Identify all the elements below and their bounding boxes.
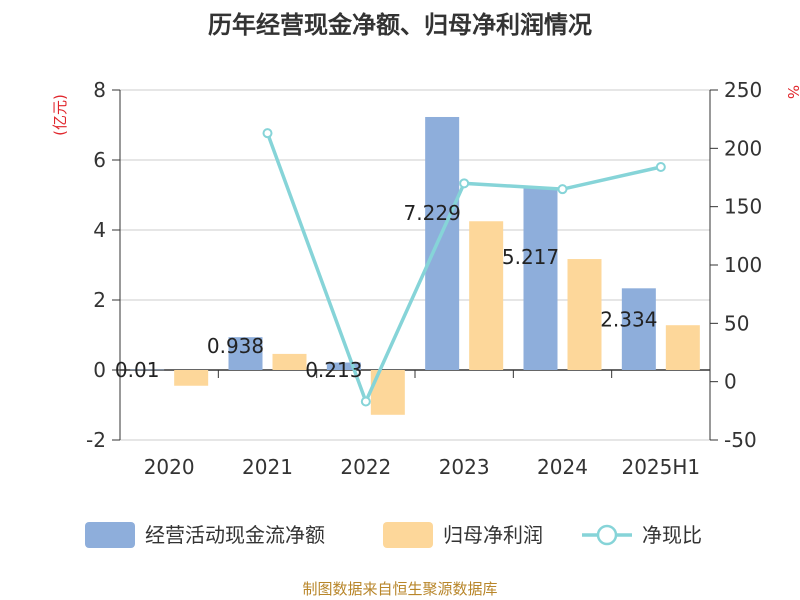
legend: 经营活动现金流净额 归母净利润 净现比 — [85, 522, 702, 548]
bar-data-label: 7.229 — [404, 201, 461, 225]
legend-swatch-marker — [596, 524, 618, 546]
bars — [130, 116, 700, 415]
bar-data-label: 0.01 — [115, 358, 160, 382]
bar — [523, 187, 558, 370]
bar — [621, 288, 656, 370]
right-tick-label: 50 — [724, 311, 749, 335]
legend-label-profit: 归母净利润 — [443, 523, 543, 547]
legend-swatch-profit — [383, 522, 433, 548]
right-tick-label: 200 — [724, 136, 762, 160]
left-tick-label: 0 — [93, 358, 106, 382]
gridlines — [120, 89, 710, 441]
bar — [130, 369, 165, 371]
legend-swatch-cashflow — [85, 522, 135, 548]
bar — [567, 259, 602, 370]
right-tick-label: 0 — [724, 370, 737, 394]
bar-data-label: 5.217 — [502, 245, 559, 269]
bar-data-label: 0.938 — [207, 334, 264, 358]
chart-title: 历年经营现金净额、归母净利润情况 — [208, 11, 592, 39]
ratio-point — [459, 178, 470, 189]
right-tick-label: 100 — [724, 253, 762, 277]
ratio-line — [262, 128, 666, 407]
bar — [469, 221, 504, 370]
left-tick-label: 4 — [93, 218, 106, 242]
bar — [174, 370, 209, 386]
x-tick-label: 2020 — [144, 455, 195, 479]
bar-data-label: 0.213 — [305, 358, 362, 382]
bar-data-label: 2.334 — [600, 307, 657, 331]
legend-label-ratio: 净现比 — [642, 523, 702, 547]
legend-label-cashflow: 经营活动现金流净额 — [145, 523, 325, 547]
ratio-point — [655, 162, 666, 172]
bar — [228, 337, 263, 370]
right-tick-label: 250 — [724, 78, 762, 102]
right-tick-label: -50 — [724, 428, 757, 452]
ratio-point — [557, 184, 568, 195]
x-tick-label: 2024 — [537, 455, 588, 479]
bar — [326, 362, 361, 370]
data-labels: 0.01 0.938 0.213 7.229 5.217 2.334 — [115, 201, 658, 382]
x-tick-label: 2022 — [340, 455, 391, 479]
left-tick-label: 6 — [93, 148, 106, 172]
axes: -2 0 2 4 6 8 -50 0 50 100 150 200 250 2020 2021 2022 202… — [86, 78, 762, 479]
x-tick-label: 2023 — [439, 455, 490, 479]
left-axis-unit: (亿元) — [51, 94, 69, 136]
bar — [425, 116, 460, 370]
left-tick-label: 8 — [93, 78, 106, 102]
x-tick-label: 2021 — [242, 455, 293, 479]
x-tick-label: 2025H1 — [621, 455, 700, 479]
source-note: 制图数据来自恒生聚源数据库 — [302, 580, 497, 598]
right-tick-label: 150 — [724, 195, 762, 219]
left-tick-label: 2 — [93, 288, 106, 312]
right-axis-unit: % — [784, 85, 800, 99]
bar — [272, 353, 307, 370]
bar — [665, 325, 700, 370]
left-tick-label: -2 — [86, 428, 106, 452]
ratio-point — [262, 128, 273, 139]
ratio-point — [360, 396, 371, 407]
